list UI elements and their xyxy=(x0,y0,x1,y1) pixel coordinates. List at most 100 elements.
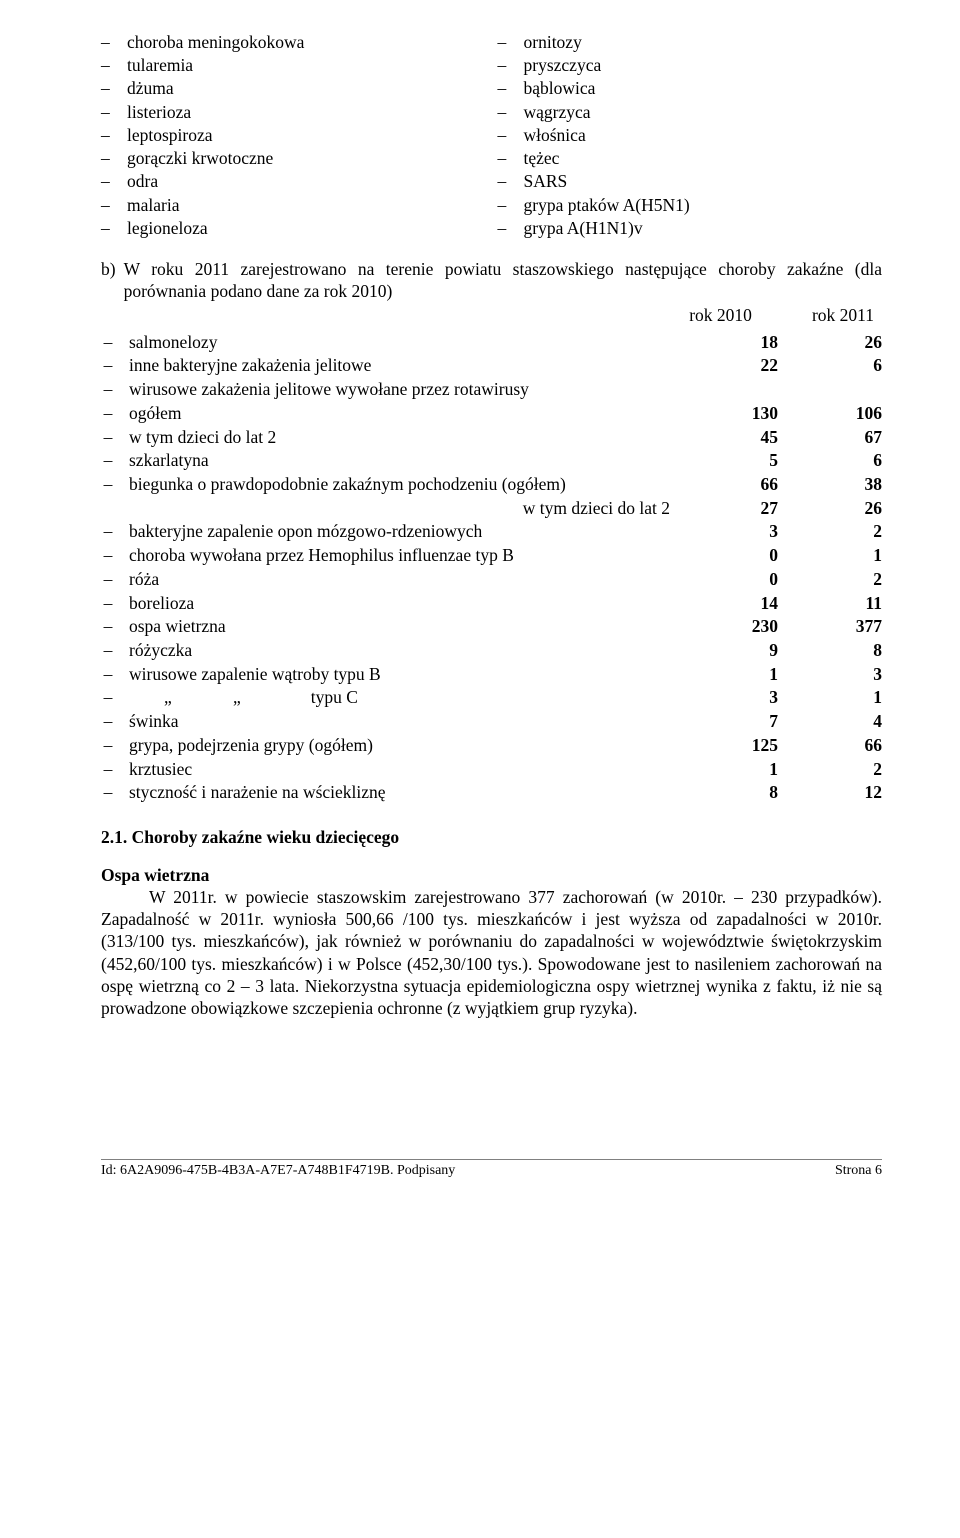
row-value-2011: 8 xyxy=(792,639,882,661)
right-bullet-item: –wągrzyca xyxy=(498,101,883,123)
bullet-dash-icon: – xyxy=(498,101,514,123)
data-row: –róża02 xyxy=(101,568,882,590)
left-bullet-item: –leptospiroza xyxy=(101,124,486,146)
data-row: w tym dzieci do lat 22726 xyxy=(101,497,882,519)
year-2010-label: rok 2010 xyxy=(689,304,752,326)
year-2011-label: rok 2011 xyxy=(812,304,874,326)
row-value-2011: 6 xyxy=(792,354,882,376)
bullet-dash-icon: – xyxy=(498,54,514,76)
data-row: –borelioza1411 xyxy=(101,592,882,614)
left-bullet-text: leptospiroza xyxy=(127,124,213,146)
row-value-2010: 1 xyxy=(688,758,778,780)
row-label: krztusiec xyxy=(129,758,674,780)
row-label: inne bakteryjne zakażenia jelitowe xyxy=(129,354,674,376)
row-dash-icon: – xyxy=(101,639,115,661)
bullet-dash-icon: – xyxy=(498,170,514,192)
row-value-2010: 66 xyxy=(688,473,778,495)
row-label: w tym dzieci do lat 2 xyxy=(129,426,674,448)
left-bullet-item: –dżuma xyxy=(101,77,486,99)
data-rows-container: –salmonelozy1826–inne bakteryjne zakażen… xyxy=(101,331,882,804)
right-bullet-text: pryszczyca xyxy=(524,54,602,76)
row-label: róża xyxy=(129,568,674,590)
left-bullet-text: malaria xyxy=(127,194,179,216)
right-bullet-text: wągrzyca xyxy=(524,101,591,123)
row-value-2011: 67 xyxy=(792,426,882,448)
row-value-2010: 130 xyxy=(688,402,778,424)
row-value-2011: 26 xyxy=(792,331,882,353)
bullet-dash-icon: – xyxy=(498,194,514,216)
data-row: –inne bakteryjne zakażenia jelitowe226 xyxy=(101,354,882,376)
row-value-2010: 3 xyxy=(688,686,778,708)
body-paragraph: W 2011r. w powiecie staszowskim zarejest… xyxy=(101,886,882,1019)
row-value-2011: 377 xyxy=(792,615,882,637)
bullet-dash-icon: – xyxy=(101,170,117,192)
row-value-2010: 8 xyxy=(688,781,778,803)
row-value-2010: 125 xyxy=(688,734,778,756)
bullet-dash-icon: – xyxy=(101,54,117,76)
row-label: bakteryjne zapalenie opon mózgowo-rdzeni… xyxy=(129,520,674,542)
row-dash-icon: – xyxy=(101,378,115,400)
row-value-2011: 4 xyxy=(792,710,882,732)
left-bullet-item: –gorączki krwotoczne xyxy=(101,147,486,169)
row-dash-icon: – xyxy=(101,426,115,448)
bullet-dash-icon: – xyxy=(101,77,117,99)
row-label: borelioza xyxy=(129,592,674,614)
row-label: wirusowe zakażenia jelitowe wywołane prz… xyxy=(129,378,674,400)
row-value-2010: 18 xyxy=(688,331,778,353)
right-bullet-item: –bąblowica xyxy=(498,77,883,99)
row-value-2011: 1 xyxy=(792,544,882,566)
row-value-2010: 9 xyxy=(688,639,778,661)
left-bullet-column: –choroba meningokokowa–tularemia–dżuma–l… xyxy=(101,30,486,240)
row-dash-icon: – xyxy=(101,449,115,471)
left-bullet-item: –tularemia xyxy=(101,54,486,76)
right-bullet-item: –włośnica xyxy=(498,124,883,146)
right-bullet-item: –grypa A(H1N1)v xyxy=(498,217,883,239)
row-value-2010: 22 xyxy=(688,354,778,376)
bullet-dash-icon: – xyxy=(498,217,514,239)
row-value-2010: 5 xyxy=(688,449,778,471)
right-bullet-text: SARS xyxy=(524,170,568,192)
bullet-dash-icon: – xyxy=(498,77,514,99)
row-value-2011: 38 xyxy=(792,473,882,495)
row-label: „ „ typu C xyxy=(129,686,674,708)
row-value-2010: 3 xyxy=(688,520,778,542)
data-row: –ogółem130106 xyxy=(101,402,882,424)
row-dash-icon: – xyxy=(101,734,115,756)
row-value-2010: 230 xyxy=(688,615,778,637)
row-label: szkarlatyna xyxy=(129,449,674,471)
data-row: –szkarlatyna56 xyxy=(101,449,882,471)
left-bullet-item: –listerioza xyxy=(101,101,486,123)
bullet-dash-icon: – xyxy=(101,124,117,146)
left-bullet-text: dżuma xyxy=(127,77,174,99)
row-value-2011: 11 xyxy=(792,592,882,614)
year-header-row: rok 2010 rok 2011 xyxy=(101,304,882,326)
bullet-dash-icon: – xyxy=(498,31,514,53)
left-bullet-text: legioneloza xyxy=(127,217,208,239)
row-value-2011: 66 xyxy=(792,734,882,756)
row-value-2011: 3 xyxy=(792,663,882,685)
row-value-2011: 1 xyxy=(792,686,882,708)
row-label: ospa wietrzna xyxy=(129,615,674,637)
row-dash-icon: – xyxy=(101,758,115,780)
row-dash-icon: – xyxy=(101,568,115,590)
two-column-bullet-lists: –choroba meningokokowa–tularemia–dżuma–l… xyxy=(101,30,882,240)
row-label: grypa, podejrzenia grypy (ogółem) xyxy=(129,734,674,756)
row-dash-icon: – xyxy=(101,710,115,732)
left-bullet-text: listerioza xyxy=(127,101,191,123)
row-value-2010: 0 xyxy=(688,544,778,566)
footer-id: Id: 6A2A9096-475B-4B3A-A7E7-A748B1F4719B… xyxy=(101,1162,455,1180)
paragraph-heading: Ospa wietrzna xyxy=(101,864,882,886)
right-bullet-item: –ornitozy xyxy=(498,31,883,53)
row-value-2010: 0 xyxy=(688,568,778,590)
row-label: w tym dzieci do lat 2 xyxy=(129,497,674,519)
data-row: –grypa, podejrzenia grypy (ogółem) 125 66 xyxy=(101,734,882,756)
row-label: styczność i narażenie na wściekliznę xyxy=(129,781,674,803)
right-bullet-text: tężec xyxy=(524,147,560,169)
row-label: salmonelozy xyxy=(129,331,674,353)
data-row: –wirusowe zapalenie wątroby typu B13 xyxy=(101,663,882,685)
data-row: –różyczka98 xyxy=(101,639,882,661)
bullet-dash-icon: – xyxy=(101,194,117,216)
right-bullet-text: grypa ptaków A(H5N1) xyxy=(524,194,690,216)
paragraph-text: W 2011r. w powiecie staszowskim zarejest… xyxy=(101,887,882,1018)
row-dash-icon: – xyxy=(101,473,115,495)
